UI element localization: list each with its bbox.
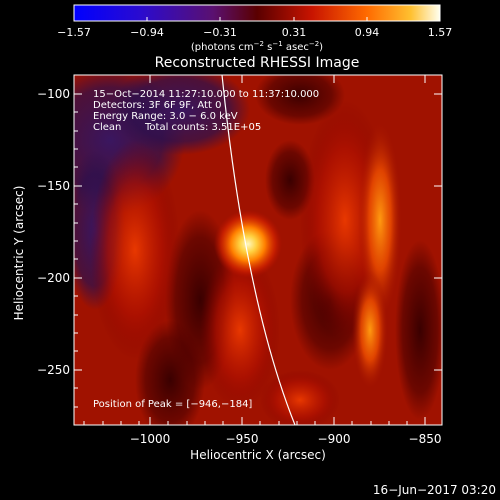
rhessi-image [74,75,442,425]
colorbar-ticks [73,17,441,21]
y-tick-label: −100 [37,87,70,101]
colorbar [73,4,441,22]
detectors-text: Detectors: 3F 6F 9F, Att 0 [93,100,221,111]
plot-title: Reconstructed RHESSI Image [155,55,360,71]
colorbar-units: (photons cm−2 s−1 asec−2) [191,40,323,53]
y-axis-ticks [74,93,442,408]
colorbar-tick-label: −1.57 [57,26,91,39]
y-tick-label: −200 [37,271,70,285]
x-axis-ticks [83,75,426,425]
y-tick-label: −250 [37,363,70,377]
info-block: 15−Oct−2014 11:27:10.000 to 11:37:10.000… [93,89,319,410]
energy-range-text: Energy Range: 3.0 − 6.0 keV [93,111,238,122]
y-axis-label: Heliocentric Y (arcsec) [12,186,26,321]
x-tick-label: −1000 [130,432,171,446]
colorbar-tick-label: 1.57 [428,26,453,39]
colorbar-tick-label: −0.94 [130,26,164,39]
time-range-text: 15−Oct−2014 11:27:10.000 to 11:37:10.000 [93,89,319,100]
colorbar-tick-label: −0.31 [203,26,237,39]
x-tick-label: −850 [409,432,442,446]
colorbar-tick-label: 0.94 [355,26,380,39]
peak-position-text: Position of Peak = [−946,−184] [93,399,252,410]
x-tick-label: −950 [226,432,259,446]
timestamp: 16−Jun−2017 03:20 [373,483,496,497]
x-tick-label: −900 [318,432,351,446]
y-tick-label: −150 [37,179,70,193]
x-axis-label: Heliocentric X (arcsec) [190,448,326,462]
plot-frame [73,74,443,426]
algorithm-text: Clean [93,122,121,133]
total-counts-text: Total counts: 3.51E+05 [144,122,261,133]
solar-limb-line [221,75,296,425]
colorbar-tick-label: 0.31 [282,26,307,39]
